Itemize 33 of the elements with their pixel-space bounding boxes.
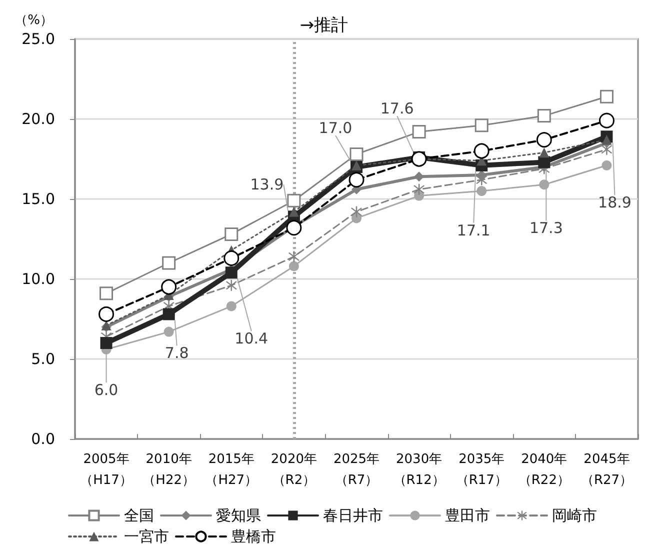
x-tick-label: 2025年（R7）: [333, 452, 380, 488]
legend-label: 愛知県: [216, 506, 261, 524]
legend-label: 全国: [124, 506, 154, 524]
y-tick-label: 15.0: [22, 190, 55, 208]
data-label: 17.6: [380, 99, 414, 118]
data-label: 7.8: [164, 344, 189, 362]
x-tick-label: 2020年（R2）: [270, 452, 317, 488]
data-label: 17.3: [529, 219, 563, 238]
x-tick-label: 2035年（R17）: [456, 452, 508, 488]
data-label: 6.0: [94, 381, 118, 399]
legend-label: 春日井市: [323, 506, 383, 524]
data-label: 18.9: [598, 194, 632, 212]
data-label: 17.1: [456, 221, 490, 240]
legend-label: 豊田市: [445, 506, 490, 524]
legend-label: 一宮市: [124, 528, 169, 546]
data-label: 13.9: [250, 176, 284, 194]
legend-label: 岡崎市: [552, 506, 597, 524]
x-tick-label: 2015年（H27）: [205, 452, 258, 488]
legend-label: 豊橋市: [231, 528, 276, 546]
y-tick-label: 25.0: [22, 30, 55, 48]
y-tick-label: 5.0: [31, 350, 55, 368]
x-tick-label: 2030年（R12）: [393, 452, 445, 488]
x-tick-label: 2045年（R27）: [580, 452, 633, 488]
x-tick-label: 2005年（H17）: [80, 452, 132, 488]
y-axis-title: （%）: [14, 13, 53, 28]
y-tick-label: 10.0: [22, 270, 55, 288]
y-tick-label: 20.0: [22, 110, 55, 128]
x-tick-label: 2010年（H22）: [142, 452, 195, 488]
data-label: 10.4: [234, 330, 268, 348]
x-tick-label: 2040年（R22）: [518, 452, 570, 488]
y-tick-label: 0.0: [31, 430, 55, 448]
data-label: 17.0: [318, 119, 352, 137]
ref-line-label: →推計: [300, 16, 348, 36]
